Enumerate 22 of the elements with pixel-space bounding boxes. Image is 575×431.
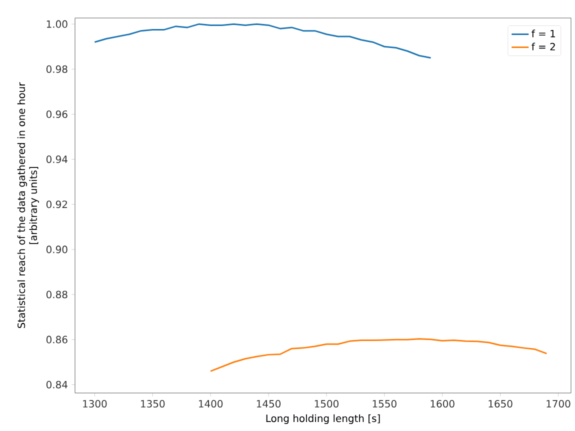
y-axis-title: Statistical reach of the data gathered in one hour [arbitrary units] <box>17 82 39 328</box>
legend-label: f = 1 <box>532 30 555 38</box>
x-axis-title: Long holding length [s] <box>266 414 380 424</box>
y-tick-label: 0.84 <box>46 380 68 388</box>
x-tick-label: 1700 <box>546 400 570 408</box>
y-tick-label: 0.88 <box>46 290 68 298</box>
y-tick-label: 1.00 <box>46 20 68 28</box>
x-tick-label: 1300 <box>83 400 107 408</box>
y-tick-label: 0.96 <box>46 110 68 118</box>
legend-label: f = 2 <box>532 42 555 50</box>
x-tick-label: 1500 <box>314 400 338 408</box>
x-tick-label: 1350 <box>141 400 165 408</box>
y-tick-label: 0.90 <box>46 246 68 254</box>
x-tick-label: 1550 <box>372 400 396 408</box>
y-tick-label: 0.98 <box>46 65 68 73</box>
y-tick-label: 0.86 <box>46 336 68 344</box>
x-tick-label: 1650 <box>488 400 512 408</box>
x-tick-label: 1400 <box>199 400 223 408</box>
x-tick-label: 1600 <box>430 400 454 408</box>
y-tick-label: 0.92 <box>46 200 67 208</box>
y-tick-label: 0.94 <box>46 156 68 164</box>
x-tick-label: 1450 <box>256 400 281 408</box>
